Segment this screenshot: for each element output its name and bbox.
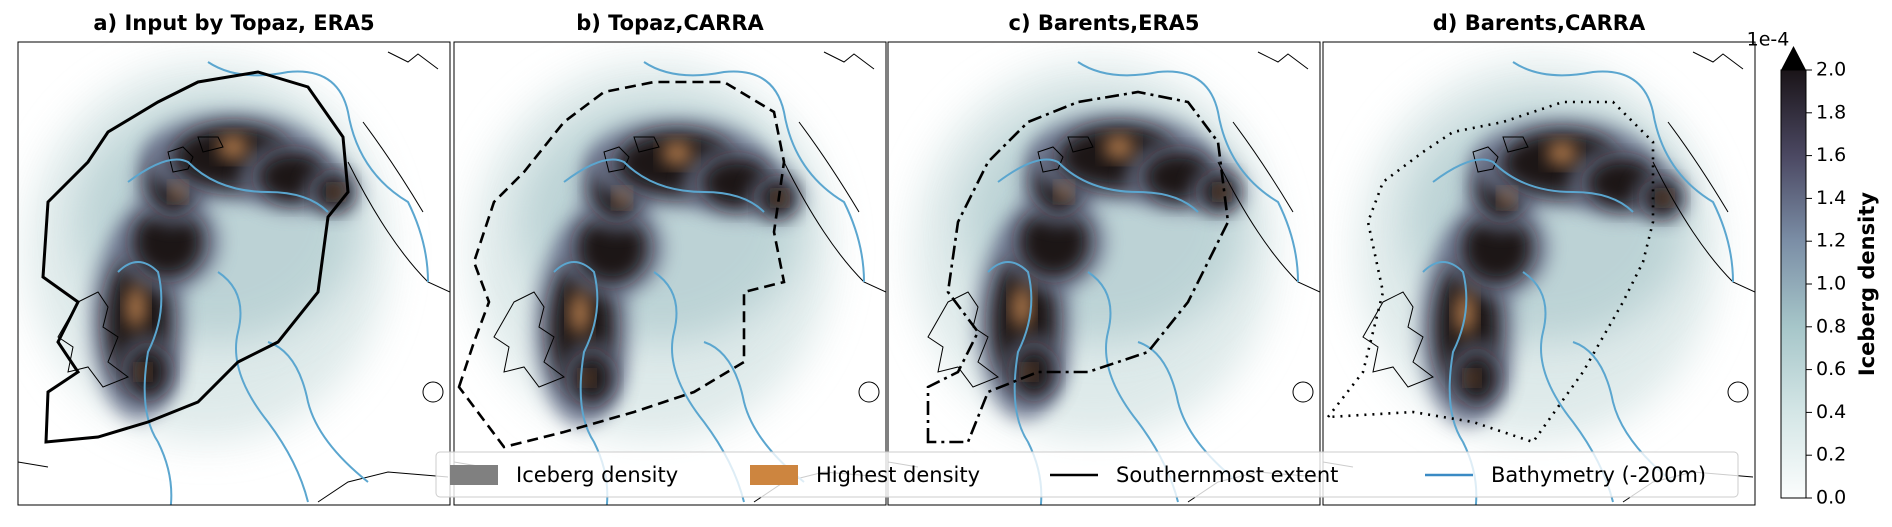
colorbar-tick-label: 1.6 [1816, 144, 1846, 166]
highest-density [1500, 190, 1514, 206]
density-high [133, 207, 203, 277]
southernmost-extent [457, 80, 786, 449]
highest-density [570, 291, 590, 335]
southernmost-extent [926, 90, 1230, 444]
highest-density [581, 372, 593, 384]
map-panel [887, 41, 1321, 506]
coastline [783, 121, 886, 293]
coastline [18, 51, 449, 503]
colorbar-tick-label: 0.2 [1816, 444, 1846, 466]
colorbar-tick-label: 1.2 [1816, 230, 1846, 252]
highest-density [1057, 184, 1071, 200]
bathymetry [553, 61, 865, 505]
bathymetry [117, 61, 429, 505]
density-high [1019, 207, 1089, 277]
island [422, 381, 444, 403]
coastline [493, 136, 660, 388]
legend-label: Iceberg density [516, 463, 678, 487]
coastline [347, 121, 450, 293]
colorbar-tick-label: 1.4 [1816, 187, 1846, 209]
colorbar-tick-label: 0.8 [1816, 315, 1846, 337]
highest-density [137, 366, 149, 378]
colorbar-tick-label: 0.6 [1816, 358, 1846, 380]
colorbar-tick-label: 0.4 [1816, 401, 1846, 423]
island [1292, 381, 1314, 403]
coastline [1217, 121, 1320, 293]
colorbar-label: Iceberg density [1855, 192, 1879, 376]
colorbar-tick-label: 1.8 [1816, 101, 1846, 123]
highest-density [662, 141, 692, 165]
map-content [18, 51, 450, 505]
island [1727, 381, 1749, 403]
map-content [1323, 51, 1755, 505]
map-panel [1322, 41, 1756, 506]
density-high [577, 213, 647, 283]
panel-frame [453, 41, 887, 506]
highest-density [1104, 135, 1134, 159]
coastline [1652, 121, 1755, 293]
highest-density [1012, 285, 1032, 329]
bathymetry [987, 61, 1299, 505]
highest-density [126, 285, 146, 329]
legend-swatch [750, 465, 798, 485]
legend-label: Southernmost extent [1116, 463, 1338, 487]
coastline [927, 136, 1094, 388]
legend: Iceberg density Highest density Southernmo… [435, 451, 1739, 498]
southernmost-extent [1325, 100, 1655, 444]
colorbar-exponent: 1e-4 [1747, 29, 1790, 51]
panel-frame [887, 41, 1321, 506]
map-content [454, 51, 886, 505]
highest-density [171, 184, 185, 200]
southernmost-extent [41, 70, 350, 444]
colorbar-tick-label: 2.0 [1816, 59, 1846, 81]
bathymetry [1422, 61, 1734, 505]
map-panel [453, 41, 887, 506]
coastline [57, 136, 224, 388]
legend-label: Highest density [816, 463, 980, 487]
highest-density [1216, 186, 1228, 198]
colorbar [1780, 69, 1807, 499]
legend-swatch [450, 465, 498, 485]
colorbar-tick-label: 0.0 [1816, 487, 1846, 509]
legend-label: Bathymetry (-200m) [1491, 463, 1706, 487]
panel-title: d) Barents,CARRA [1433, 11, 1646, 35]
panel-title: c) Barents,ERA5 [1009, 11, 1200, 35]
highest-density [330, 186, 342, 198]
panel-frame [17, 41, 451, 506]
colorbar-tick-label: 1.0 [1816, 273, 1846, 295]
panel-frame [1322, 41, 1756, 506]
map-panel [17, 41, 451, 506]
density-high [1462, 213, 1532, 283]
panel-title: b) Topaz,CARRA [576, 11, 764, 35]
highest-density [1466, 372, 1478, 384]
colorbar-extend [1781, 46, 1806, 70]
highest-density [1547, 141, 1577, 165]
panel-title: a) Input by Topaz, ERA5 [93, 11, 374, 35]
map-content [888, 51, 1320, 505]
highest-density [218, 135, 248, 159]
highest-density [615, 190, 629, 206]
highest-density [1659, 192, 1671, 204]
coastline [1362, 136, 1529, 388]
island [858, 381, 880, 403]
